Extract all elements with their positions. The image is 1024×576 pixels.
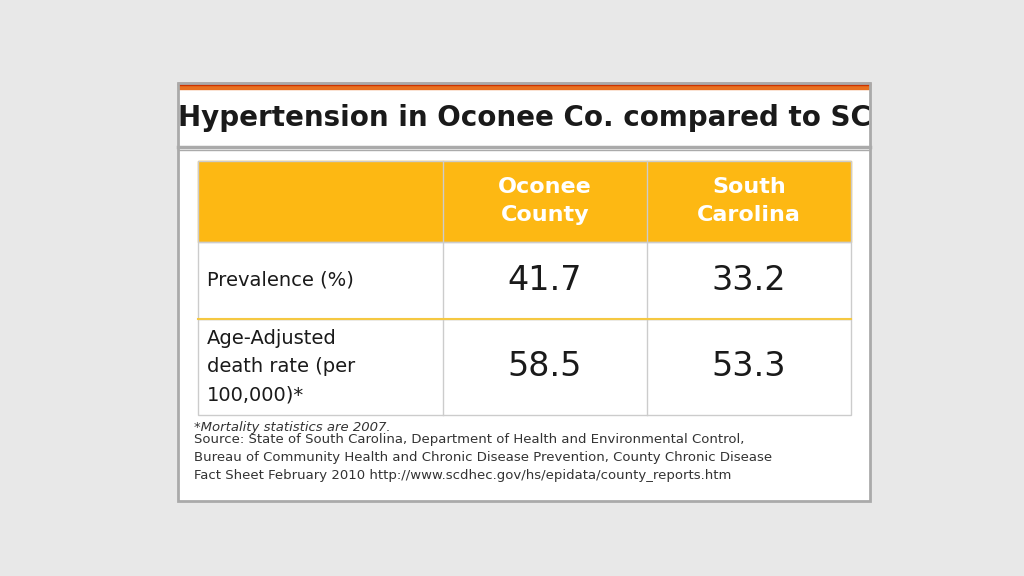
- Text: Hypertension in Oconee Co. compared to SC: Hypertension in Oconee Co. compared to S…: [178, 104, 870, 132]
- Text: Oconee
County: Oconee County: [498, 177, 592, 225]
- Bar: [198, 241, 851, 319]
- Bar: [198, 319, 851, 415]
- Bar: [198, 161, 851, 241]
- Text: 58.5: 58.5: [508, 350, 582, 383]
- Text: Source: State of South Carolina, Department of Health and Environmental Control,: Source: State of South Carolina, Departm…: [194, 433, 772, 482]
- Text: Age-Adjusted
death rate (per
100,000)*: Age-Adjusted death rate (per 100,000)*: [207, 329, 355, 404]
- Bar: [178, 83, 870, 501]
- Bar: [178, 83, 870, 501]
- Text: South
Carolina: South Carolina: [697, 177, 801, 225]
- Bar: [198, 241, 851, 319]
- Text: 53.3: 53.3: [712, 350, 786, 383]
- Bar: [178, 83, 870, 89]
- Text: Prevalence (%): Prevalence (%): [207, 271, 354, 290]
- Text: 33.2: 33.2: [712, 264, 786, 297]
- Text: *Mortality statistics are 2007.: *Mortality statistics are 2007.: [194, 421, 390, 434]
- Bar: [198, 319, 851, 415]
- Bar: [178, 83, 870, 85]
- Text: 41.7: 41.7: [508, 264, 582, 297]
- Bar: [198, 161, 851, 241]
